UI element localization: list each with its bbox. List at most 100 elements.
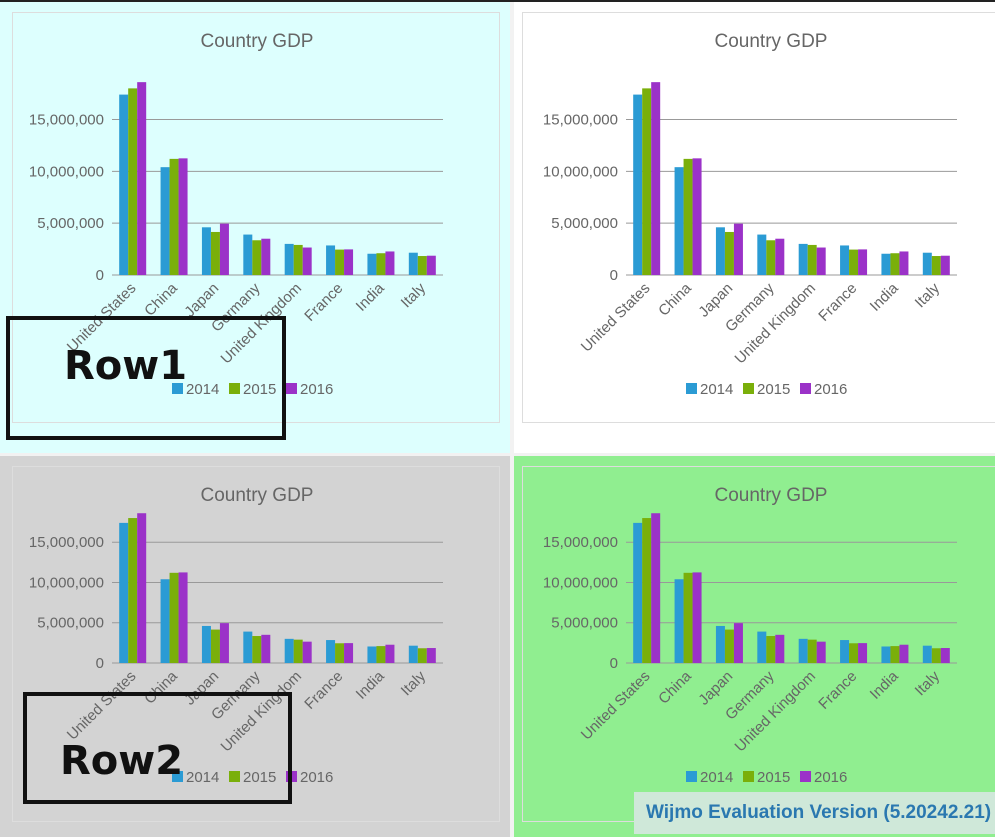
chart-frame	[12, 12, 500, 423]
bar	[766, 636, 776, 663]
x-tick-label: France	[815, 280, 860, 325]
bar	[807, 639, 817, 663]
bar	[335, 643, 345, 663]
bar	[899, 644, 909, 663]
bar	[890, 253, 900, 275]
bar	[766, 240, 776, 275]
bar	[326, 245, 336, 275]
legend-label: 2016	[300, 769, 333, 786]
bar	[798, 638, 808, 663]
bar	[775, 238, 785, 275]
y-tick-label: 10,000,000	[543, 574, 618, 591]
bar	[692, 158, 702, 275]
gdp-chart: Country GDP 0 5,000,000 10,000,000 15,000,00…	[543, 31, 957, 398]
bar	[849, 249, 859, 275]
legend-swatch	[800, 383, 811, 394]
y-tick-label: 10,000,000	[543, 163, 618, 180]
bar	[408, 252, 418, 275]
bar	[931, 256, 941, 275]
bar	[243, 631, 253, 663]
x-tick-label: Italy	[398, 667, 430, 699]
bar	[210, 629, 220, 663]
bar	[293, 244, 303, 275]
legend-swatch	[743, 771, 754, 782]
bar	[252, 240, 262, 275]
bar	[376, 253, 386, 275]
legend-swatch	[229, 383, 240, 394]
bar	[417, 648, 427, 663]
bar	[178, 158, 188, 275]
legend-label: 2014	[700, 769, 733, 786]
bar	[169, 158, 179, 275]
bar	[344, 249, 354, 275]
x-tick-label: France	[301, 668, 346, 713]
bar	[633, 94, 643, 275]
y-tick-label: 15,000,000	[543, 111, 618, 128]
bar	[922, 252, 932, 275]
y-tick-label: 5,000,000	[37, 215, 104, 232]
bar	[724, 231, 734, 275]
bar	[922, 645, 932, 663]
legend-swatch	[800, 771, 811, 782]
legend-swatch	[172, 771, 183, 782]
bar	[757, 234, 767, 275]
chart-panel-4: Country GDP 0 5,000,000 10,000,000 15,000,00…	[514, 456, 995, 837]
legend-label: 2014	[186, 381, 219, 398]
bar	[385, 644, 395, 663]
x-tick-label: Italy	[398, 279, 430, 311]
x-tick-label: India	[353, 667, 388, 702]
y-tick-label: 0	[610, 655, 618, 672]
bar	[284, 638, 294, 663]
legend-label: 2015	[243, 381, 276, 398]
bar	[137, 82, 147, 275]
bar	[642, 518, 652, 663]
y-tick-label: 5,000,000	[551, 215, 618, 232]
bar	[724, 629, 734, 663]
bar	[376, 646, 386, 663]
y-tick-label: 0	[610, 267, 618, 284]
bar	[890, 646, 900, 663]
legend-swatch	[229, 771, 240, 782]
bar	[807, 244, 817, 275]
bar	[160, 167, 170, 275]
bar	[683, 572, 693, 663]
bar	[633, 522, 643, 663]
bar	[692, 572, 702, 663]
bar	[940, 255, 950, 275]
chart-title: Country GDP	[201, 485, 314, 506]
bar	[840, 245, 850, 275]
x-tick-label: United States	[578, 280, 654, 356]
legend-swatch	[743, 383, 754, 394]
x-tick-label: Italy	[912, 279, 944, 311]
legend-swatch	[172, 383, 183, 394]
bar	[293, 639, 303, 663]
bar	[302, 247, 312, 275]
bar	[417, 256, 427, 275]
bar	[169, 572, 179, 663]
legend-label: 2014	[186, 769, 219, 786]
bar	[178, 572, 188, 663]
bar	[899, 251, 909, 275]
bar	[160, 579, 170, 663]
legend-swatch	[686, 383, 697, 394]
y-tick-label: 15,000,000	[29, 111, 104, 128]
evaluation-notice[interactable]: Wijmo Evaluation Version (5.20242.21)	[634, 792, 995, 834]
x-tick-label: India	[867, 279, 902, 314]
bar	[775, 634, 785, 663]
bar	[651, 82, 661, 275]
legend-swatch	[686, 771, 697, 782]
x-tick-label: Italy	[912, 667, 944, 699]
chart-title: Country GDP	[715, 485, 828, 506]
legend-label: 2016	[300, 381, 333, 398]
legend-label: 2016	[814, 769, 847, 786]
legend-label: 2014	[700, 381, 733, 398]
bar	[119, 94, 129, 275]
bar	[798, 243, 808, 275]
legend-label: 2015	[243, 769, 276, 786]
y-tick-label: 0	[96, 267, 104, 284]
bar	[674, 167, 684, 275]
bar	[881, 253, 891, 275]
gdp-chart: Country GDP 0 5,000,000 10,000,000 15,000,00…	[29, 31, 443, 398]
bar	[881, 646, 891, 663]
bar	[426, 648, 436, 663]
